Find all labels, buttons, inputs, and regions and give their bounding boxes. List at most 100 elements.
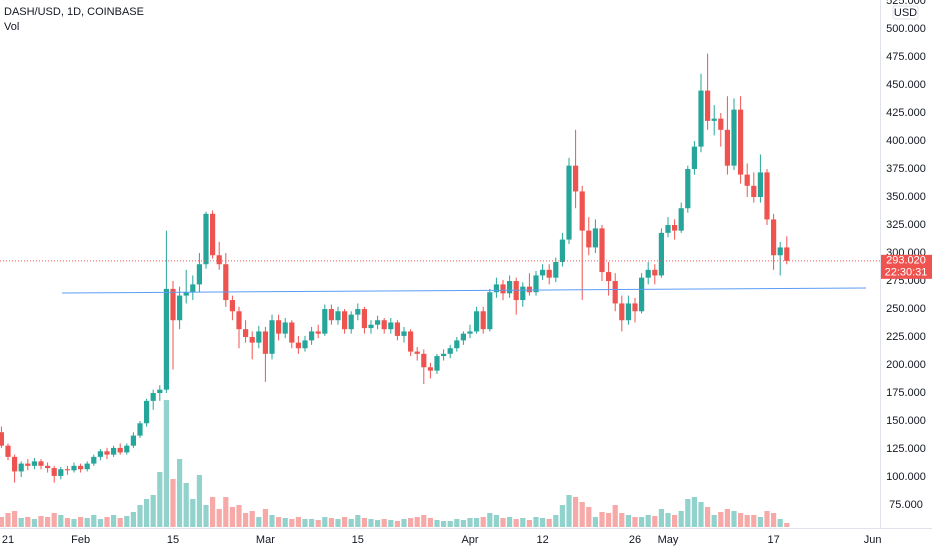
candle-body <box>606 272 612 282</box>
candle-body <box>78 465 84 470</box>
candle-body <box>493 284 499 293</box>
volume-bar <box>434 520 440 527</box>
candle-body <box>744 174 750 186</box>
volume-bar <box>658 509 664 527</box>
candle-body <box>262 331 268 354</box>
candle-body <box>559 239 565 262</box>
volume-bar <box>210 497 216 527</box>
candle-body <box>295 342 301 349</box>
countdown-label: 22:30:31 <box>885 267 928 279</box>
volume-bar <box>276 517 282 527</box>
y-tick-label: 450.000 <box>886 79 926 91</box>
candle-body <box>256 331 262 343</box>
last-price-label: 293.020 <box>886 255 926 267</box>
candles <box>0 53 790 483</box>
volume-bar <box>645 515 651 527</box>
volume-bar <box>718 512 724 527</box>
volume-bar <box>579 502 585 527</box>
candle-body <box>269 320 275 354</box>
x-tick-label: 12 <box>536 534 548 546</box>
candle-body <box>229 300 235 312</box>
volume-bar <box>771 513 777 527</box>
candle-body <box>685 169 691 209</box>
volume-bar <box>361 518 367 527</box>
y-tick-label: 150.000 <box>886 415 926 427</box>
candle-body <box>51 468 57 476</box>
volume-bar <box>698 502 704 527</box>
last-price-tag <box>881 254 932 279</box>
candle-body <box>698 90 704 147</box>
candle-body <box>111 447 117 455</box>
candle-body <box>236 311 242 330</box>
candle-body <box>665 225 671 233</box>
volume-bar <box>447 521 453 527</box>
volume-bar <box>606 513 612 527</box>
candle-body <box>196 264 202 285</box>
candle-body <box>738 109 744 175</box>
x-tick-label: Feb <box>71 534 90 546</box>
candle-body <box>375 320 381 325</box>
y-tick-label: 350.000 <box>886 191 926 203</box>
volume-bar <box>454 519 460 527</box>
symbol-title[interactable]: DASH/USD, 1D, COINBASE <box>4 6 144 18</box>
candle-body <box>520 286 526 301</box>
candle-body <box>639 277 645 312</box>
candle-body <box>388 322 394 330</box>
candle-body <box>282 322 288 334</box>
candle-body <box>553 261 559 278</box>
candle-body <box>672 225 678 231</box>
volume-bar <box>335 519 341 527</box>
volume-bar <box>460 520 466 527</box>
volume-bar <box>685 499 691 527</box>
y-tick-label: 300.000 <box>886 247 926 259</box>
volume-bar <box>104 517 110 527</box>
volume-bar <box>566 495 572 527</box>
y-tick-label: 400.000 <box>886 135 926 147</box>
volume-bar <box>203 505 209 527</box>
candle-body <box>771 219 777 256</box>
volume-bar <box>236 505 242 527</box>
volume-bar <box>302 519 308 527</box>
candle-body <box>474 311 480 332</box>
volume-bar <box>751 515 757 527</box>
candle-body <box>335 311 341 321</box>
candle-body <box>427 367 433 371</box>
volume-bar <box>375 520 381 527</box>
trend-line[interactable] <box>61 287 867 294</box>
candle-body <box>223 264 229 301</box>
volume-bar <box>546 519 552 527</box>
volume-bar <box>731 511 737 527</box>
candle-body <box>632 303 638 312</box>
x-tick-label: Mar <box>256 534 275 546</box>
volume-bar <box>91 515 97 527</box>
volume-bar <box>124 516 130 527</box>
x-tick-label: Apr <box>461 534 478 546</box>
candle-body <box>137 423 143 436</box>
volume-bar <box>84 518 90 527</box>
volume-bar <box>170 479 176 527</box>
volume-bar <box>342 517 348 527</box>
y-tick-label: 200.000 <box>886 359 926 371</box>
x-tick-label: 26 <box>629 534 641 546</box>
y-tick-label: 175.000 <box>886 387 926 399</box>
volume-bar <box>691 497 697 527</box>
candle-body <box>315 331 321 334</box>
candle-body <box>276 320 282 334</box>
volume-bar <box>678 511 684 527</box>
volume-legend[interactable]: Vol <box>4 21 19 33</box>
candle-body <box>500 284 506 294</box>
candle-body <box>216 255 222 265</box>
volume-bar <box>480 517 486 527</box>
candle-body <box>0 432 4 446</box>
x-tick-label: 15 <box>352 534 364 546</box>
volume-bar <box>64 518 70 527</box>
volume-bar <box>777 519 783 527</box>
volume-bar <box>0 517 4 527</box>
candle-body <box>579 191 585 231</box>
y-tick-label: 100.000 <box>886 471 926 483</box>
candle-body <box>421 353 427 368</box>
candle-body <box>447 348 453 354</box>
candle-body <box>480 311 486 330</box>
volume-bar <box>652 516 658 527</box>
volume-bar <box>216 509 222 527</box>
